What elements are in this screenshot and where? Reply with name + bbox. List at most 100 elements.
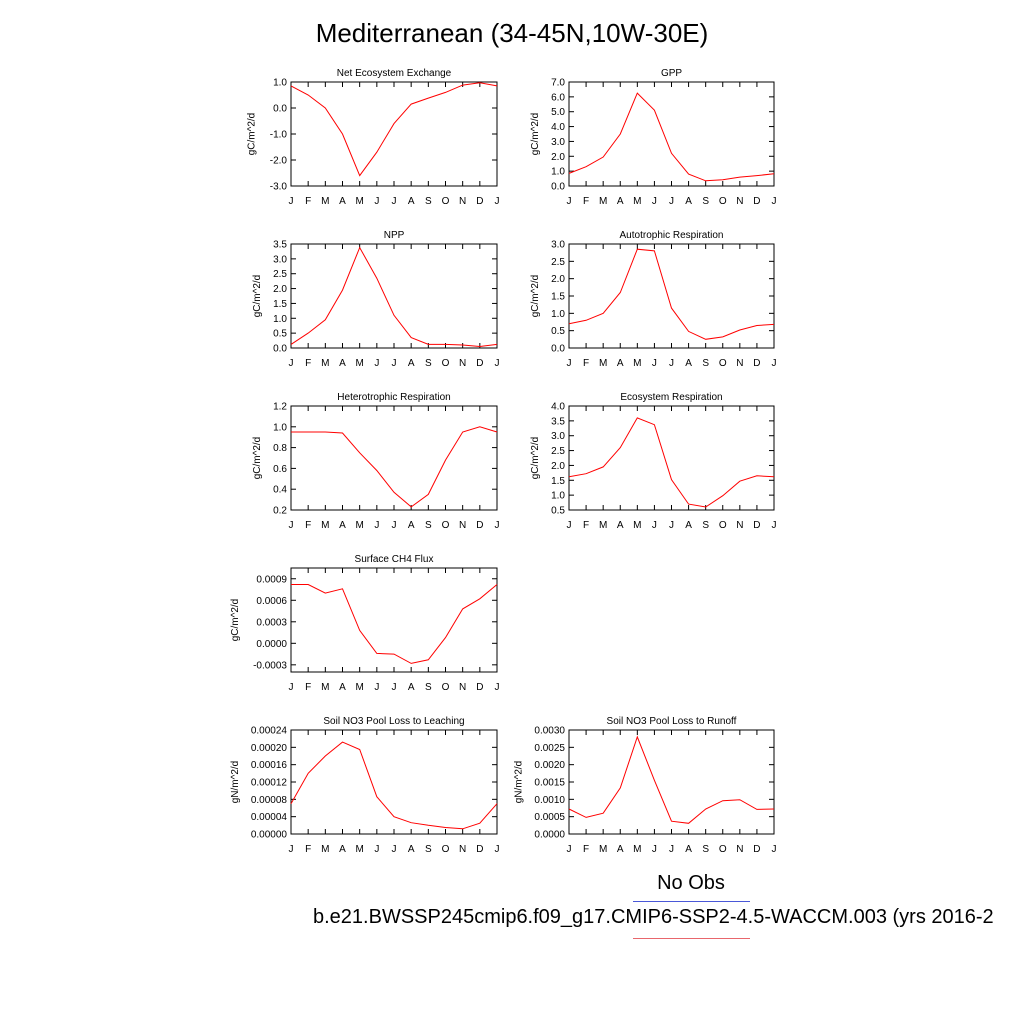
- y-tick-label: 0.2: [273, 506, 287, 517]
- x-tick-label: F: [305, 844, 311, 855]
- x-tick-label: A: [617, 196, 624, 207]
- series-line: [568, 92, 775, 182]
- y-tick-label: 0.0015: [534, 778, 565, 789]
- y-axis-label: gC/m^2/d: [530, 437, 541, 480]
- x-tick-label: J: [567, 844, 572, 855]
- x-tick-label: O: [442, 196, 450, 207]
- x-tick-label: D: [753, 196, 760, 207]
- y-tick-label: 0.00008: [251, 795, 288, 806]
- x-tick-label: A: [685, 844, 692, 855]
- x-tick-label: J: [392, 844, 397, 855]
- x-tick-label: N: [736, 844, 743, 855]
- x-tick-label: A: [339, 682, 346, 693]
- y-tick-label: 0.0005: [534, 812, 565, 823]
- panel-title: Heterotrophic Respiration: [337, 392, 450, 403]
- y-tick-label: 1.5: [551, 476, 565, 487]
- x-tick-label: M: [599, 520, 607, 531]
- x-tick-label: J: [567, 196, 572, 207]
- x-tick-label: M: [355, 196, 363, 207]
- y-tick-label: 0.0003: [256, 617, 287, 628]
- x-tick-label: J: [289, 682, 294, 693]
- x-tick-label: J: [289, 520, 294, 531]
- x-tick-label: O: [442, 682, 450, 693]
- x-tick-label: D: [753, 844, 760, 855]
- x-tick-label: J: [289, 844, 294, 855]
- x-tick-label: O: [719, 358, 727, 369]
- x-tick-label: M: [355, 520, 363, 531]
- x-tick-label: D: [476, 682, 483, 693]
- panel-title: Soil NO3 Pool Loss to Leaching: [323, 716, 464, 727]
- y-tick-label: 0.0000: [534, 830, 565, 841]
- x-tick-label: S: [702, 196, 709, 207]
- x-tick-label: J: [374, 682, 379, 693]
- x-tick-label: M: [355, 844, 363, 855]
- x-tick-label: M: [321, 520, 329, 531]
- y-tick-label: 0.5: [551, 326, 565, 337]
- y-tick-label: 2.0: [551, 152, 565, 163]
- panel-title: Ecosystem Respiration: [620, 392, 722, 403]
- y-axis-label: gC/m^2/d: [247, 113, 258, 156]
- panel-title: GPP: [661, 68, 682, 79]
- y-axis-label: gC/m^2/d: [230, 599, 241, 642]
- panel-frame: [290, 405, 498, 511]
- x-tick-label: A: [685, 196, 692, 207]
- x-tick-label: J: [772, 358, 777, 369]
- y-axis-label: gC/m^2/d: [530, 275, 541, 318]
- x-tick-label: J: [374, 358, 379, 369]
- y-tick-label: 0.00020: [251, 743, 288, 754]
- x-tick-label: J: [495, 358, 500, 369]
- y-tick-label: 2.0: [273, 284, 287, 295]
- y-tick-label: -1.0: [270, 130, 288, 141]
- x-tick-label: M: [321, 196, 329, 207]
- x-tick-label: N: [459, 358, 466, 369]
- y-tick-label: 0.00000: [251, 830, 288, 841]
- y-tick-label: 0.4: [273, 485, 287, 496]
- x-tick-label: F: [583, 358, 589, 369]
- series-line: [290, 741, 498, 830]
- x-tick-label: J: [652, 196, 657, 207]
- x-tick-label: J: [669, 196, 674, 207]
- y-tick-label: 5.0: [551, 107, 565, 118]
- panel-frame: [290, 243, 498, 349]
- x-tick-label: O: [719, 844, 727, 855]
- x-tick-label: A: [339, 520, 346, 531]
- legend-obs-label: No Obs: [657, 872, 725, 894]
- y-tick-label: 0.5: [273, 329, 287, 340]
- x-tick-label: A: [408, 844, 415, 855]
- x-tick-label: F: [583, 196, 589, 207]
- x-tick-label: J: [289, 358, 294, 369]
- x-tick-label: D: [753, 358, 760, 369]
- x-tick-label: S: [425, 520, 432, 531]
- y-tick-label: 2.0: [551, 461, 565, 472]
- y-tick-label: 1.0: [273, 314, 287, 325]
- y-tick-label: 0.00012: [251, 778, 288, 789]
- x-tick-label: A: [408, 358, 415, 369]
- x-tick-label: J: [772, 844, 777, 855]
- panel-8: J F M A M J J A S O N D J0.000000.000040.000080.0001…: [230, 716, 500, 855]
- y-tick-label: 0.0006: [256, 596, 287, 607]
- y-tick-label: 1.0: [551, 309, 565, 320]
- x-tick-label: A: [685, 358, 692, 369]
- legend-case-line: [633, 938, 750, 939]
- x-tick-label: A: [408, 520, 415, 531]
- y-tick-label: 1.0: [551, 491, 565, 502]
- x-tick-label: J: [495, 682, 500, 693]
- x-tick-label: J: [567, 358, 572, 369]
- y-tick-label: 0.8: [273, 443, 287, 454]
- x-tick-label: M: [599, 358, 607, 369]
- panel-6: J F M A M J J A S O N D J0.51.01.52.02.53.03.54.0Eco…: [530, 392, 776, 531]
- x-tick-label: J: [669, 520, 674, 531]
- panel-frame: [290, 729, 498, 835]
- x-tick-label: D: [476, 520, 483, 531]
- x-tick-label: S: [702, 520, 709, 531]
- x-tick-label: S: [425, 844, 432, 855]
- series-line: [568, 417, 775, 508]
- x-tick-label: J: [374, 520, 379, 531]
- x-tick-label: N: [736, 358, 743, 369]
- series-line: [291, 584, 498, 664]
- x-tick-label: S: [702, 844, 709, 855]
- y-axis-label: gN/m^2/d: [230, 761, 241, 804]
- panel-frame: [568, 243, 775, 349]
- y-tick-label: 4.0: [551, 402, 565, 413]
